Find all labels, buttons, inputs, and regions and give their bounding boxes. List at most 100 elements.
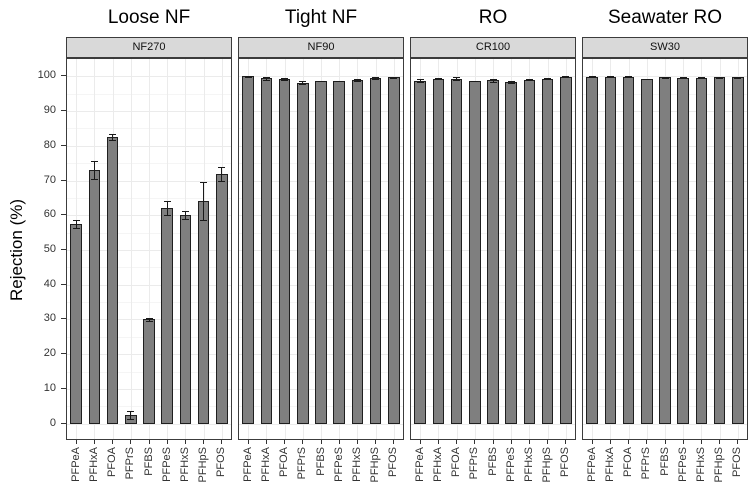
- x-axis-tick: [112, 440, 114, 444]
- x-axis-tick: [419, 440, 421, 444]
- bar-PFPeS: [677, 77, 689, 424]
- facet-title: Loose NF: [107, 7, 191, 28]
- x-axis-tick: [184, 440, 186, 444]
- error-bar: [130, 410, 132, 420]
- error-bar-cap: [72, 228, 80, 230]
- error-bar-cap: [507, 80, 515, 82]
- error-bar-cap: [453, 80, 461, 82]
- error-bar-cap: [471, 80, 479, 82]
- x-axis-tick: [737, 440, 739, 444]
- x-axis-label-PFPeA: PFPeA: [69, 447, 82, 482]
- bar-PFHxS: [523, 79, 536, 424]
- gridline-vertical: [130, 59, 132, 439]
- x-axis-label-PFBS: PFBS: [314, 447, 327, 476]
- bar-PFOS: [216, 173, 228, 424]
- bar-PFPrS: [469, 80, 481, 424]
- bar-PFHpS: [197, 201, 210, 424]
- x-axis-label-PFHxS: PFHxS: [694, 447, 707, 482]
- x-axis-tick: [719, 440, 721, 444]
- bar-PFOS: [732, 77, 744, 424]
- x-axis-tick: [75, 440, 77, 444]
- bar-PFOA: [622, 76, 635, 424]
- x-axis-tick: [456, 440, 458, 444]
- plot-panel: [238, 58, 404, 440]
- error-bar-cap: [716, 77, 724, 79]
- bar-PFPrS: [297, 82, 309, 424]
- bar-PFPeS: [505, 81, 517, 424]
- error-bar: [93, 161, 95, 179]
- error-bar-cap: [562, 76, 570, 78]
- error-bar-cap: [434, 79, 442, 81]
- error-bar-cap: [416, 79, 424, 81]
- error-bar: [419, 79, 421, 82]
- y-axis-tick: [61, 353, 66, 355]
- error-bar-cap: [588, 77, 596, 79]
- x-axis-tick: [265, 440, 267, 444]
- error-bar-cap: [317, 80, 325, 82]
- y-axis-tick-label: 60: [43, 208, 56, 221]
- x-axis-label-PFHxA: PFHxA: [603, 447, 616, 482]
- error-bar-cap: [90, 178, 98, 180]
- error-bar-cap: [127, 419, 135, 421]
- bar-PFPeS: [161, 208, 173, 424]
- y-axis-tick-label: 10: [43, 381, 56, 394]
- error-bar-cap: [353, 80, 361, 82]
- error-bar-cap: [262, 77, 270, 79]
- x-axis-label-PFHxA: PFHxA: [259, 447, 272, 482]
- x-axis-tick: [565, 440, 567, 444]
- bar-PFOS: [388, 77, 400, 424]
- x-axis-tick: [320, 440, 322, 444]
- error-bar-cap: [507, 83, 515, 85]
- x-axis-tick: [682, 440, 684, 444]
- error-bar-cap: [244, 76, 252, 78]
- x-axis-label-PFOS: PFOS: [559, 447, 572, 477]
- error-bar-cap: [335, 81, 343, 83]
- x-axis-label-PFHxS: PFHxS: [522, 447, 535, 482]
- y-axis-tick-label: 20: [43, 347, 56, 360]
- error-bar: [265, 77, 267, 80]
- plot-panel: [410, 58, 576, 440]
- error-bar-cap: [606, 76, 614, 78]
- x-axis-tick: [609, 440, 611, 444]
- error-bar: [112, 134, 114, 140]
- x-axis-label-PFPeS: PFPeS: [332, 447, 345, 482]
- bar-PFBS: [315, 80, 327, 424]
- error-bar-cap: [525, 80, 533, 82]
- facet-title: RO: [478, 7, 508, 28]
- facet-title: Tight NF: [284, 7, 358, 28]
- x-axis-tick: [375, 440, 377, 444]
- x-axis-label-PFPrS: PFPrS: [124, 447, 137, 480]
- error-bar-cap: [606, 77, 614, 79]
- x-axis-tick: [148, 440, 150, 444]
- error-bar-cap: [562, 77, 570, 79]
- error-bar-cap: [734, 77, 742, 79]
- error-bar-cap: [181, 219, 189, 221]
- error-bar-cap: [390, 78, 398, 80]
- error-bar-cap: [625, 76, 633, 78]
- x-axis-label-PFPrS: PFPrS: [296, 447, 309, 480]
- bar-PFHxS: [695, 77, 708, 424]
- facet-strip-label: NF90: [238, 37, 404, 58]
- error-bar-cap: [525, 79, 533, 81]
- facet-strip-label: SW30: [582, 37, 748, 58]
- x-axis-label-PFPeS: PFPeS: [676, 447, 689, 482]
- gridline-vertical: [149, 59, 150, 439]
- bar-PFHpS: [541, 78, 554, 424]
- bar-PFHxA: [604, 76, 617, 424]
- facet-title: Seawater RO: [607, 7, 723, 28]
- x-axis-tick: [591, 440, 593, 444]
- error-bar: [510, 80, 512, 84]
- error-bar-cap: [434, 78, 442, 80]
- facet-strip-label: NF270: [66, 37, 232, 58]
- error-bar: [456, 77, 458, 81]
- bar-PFHxS: [179, 215, 192, 424]
- y-axis-tick: [61, 249, 66, 250]
- x-axis-label-PFHxS: PFHxS: [350, 447, 363, 482]
- error-bar-cap: [489, 78, 497, 80]
- error-bar: [148, 317, 150, 322]
- y-axis-tick-label: 90: [43, 104, 56, 117]
- error-bar-cap: [643, 78, 651, 80]
- y-axis-tick: [61, 387, 66, 389]
- bar-PFOA: [450, 78, 463, 424]
- error-bar-cap: [335, 80, 343, 82]
